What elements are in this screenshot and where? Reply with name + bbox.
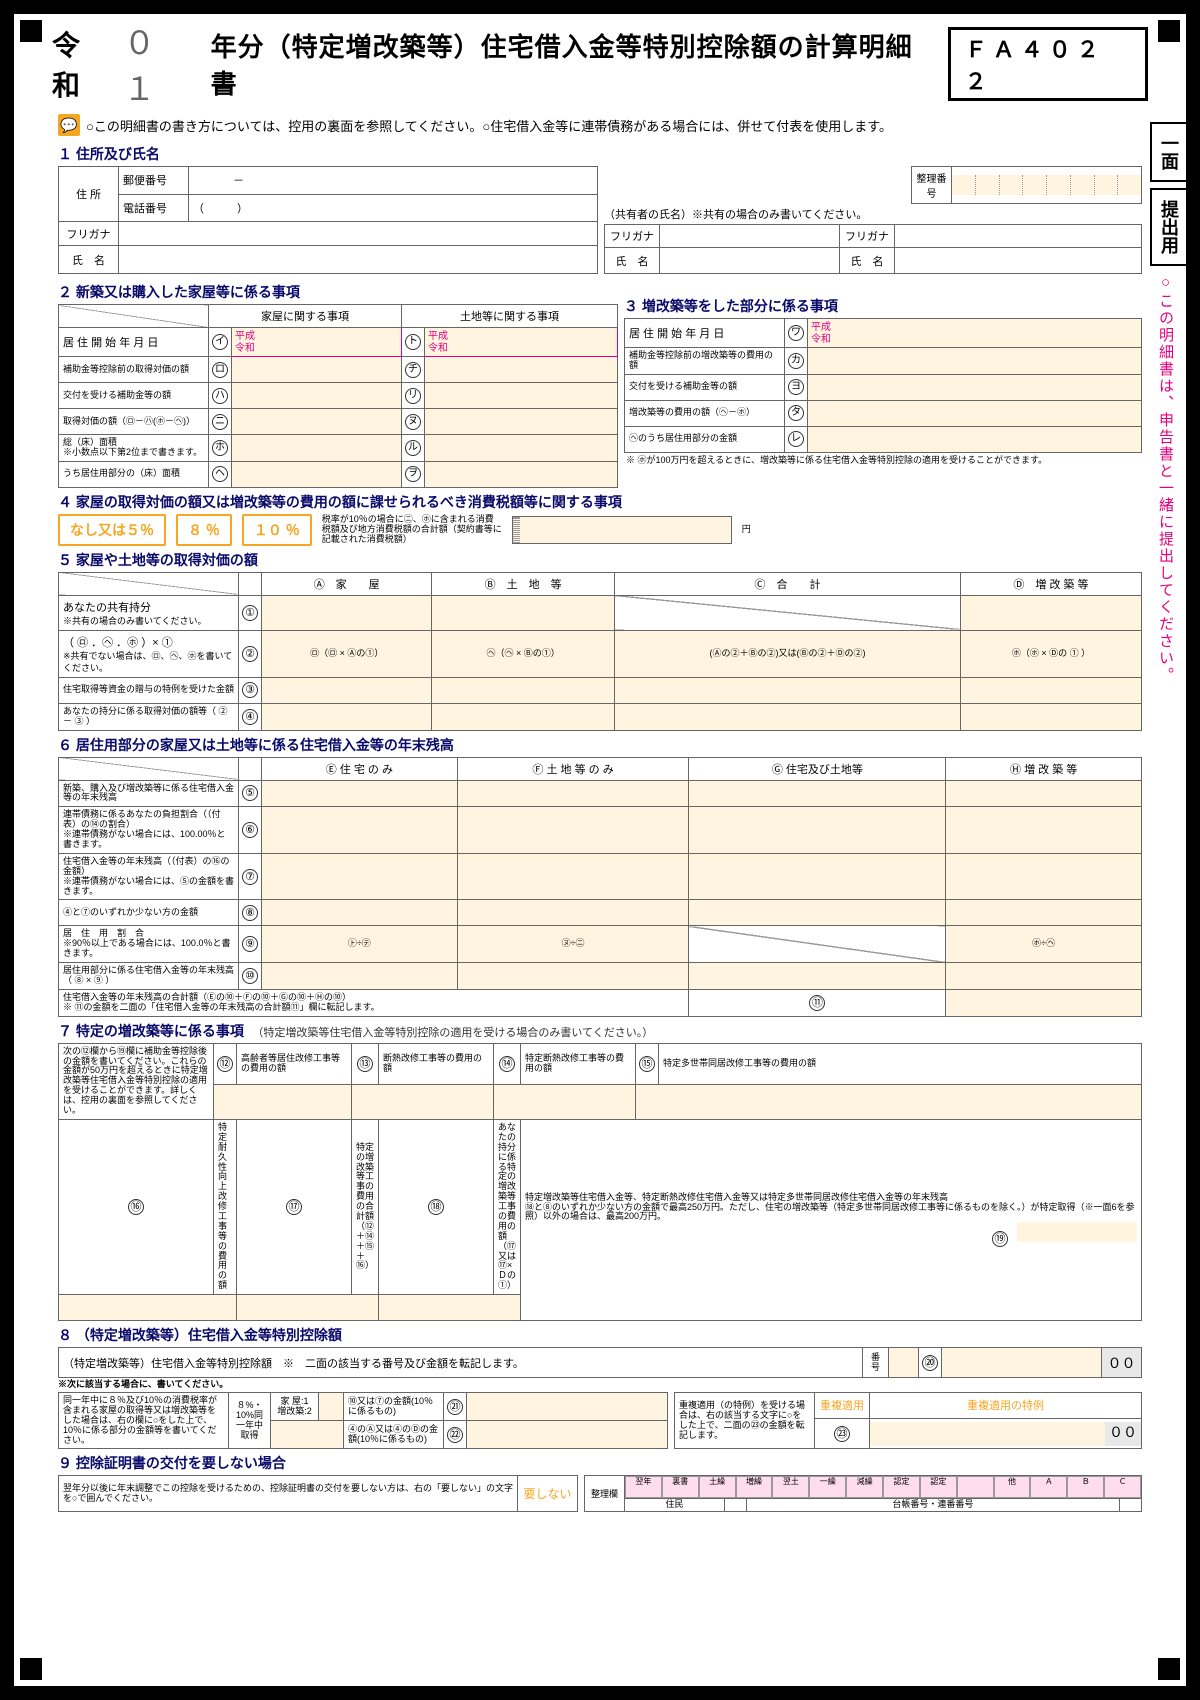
seiri-col: 認定 <box>920 1476 957 1498</box>
seiri-col: 認定 <box>883 1476 920 1498</box>
seiri-col: Ａ <box>1030 1476 1067 1498</box>
sec2-title: ２ 新築又は購入した家屋等に係る事項 <box>58 282 618 302</box>
not-required-btn[interactable]: 要しない <box>518 1476 578 1512</box>
seiri-col: 翌土 <box>772 1476 809 1498</box>
sec1-title: １ 住所及び氏名 <box>58 144 1142 164</box>
sec6-title: ６ 居住用部分の家屋又は土地等に係る住宅借入金等の年末残高 <box>58 735 1142 755</box>
furigana-label: フリガナ <box>59 222 119 246</box>
seiri-col <box>957 1476 994 1498</box>
form-title: 年分（特定増改築等）住宅借入金等特別控除額の計算明細書 <box>211 27 932 101</box>
sec4-note: 税率が10％の場合に㋥、㋭に含まれる消費税額及び地方消費税額の合計額（契約書等に… <box>322 515 502 545</box>
sec8-main: （特定増改築等）住宅借入金等特別控除額 ※ 二面の該当する番号及び金額を転記しま… <box>58 1347 1142 1378</box>
tax-opt-10[interactable]: １０ ％ <box>242 514 312 546</box>
seiri-cells[interactable] <box>952 167 1142 204</box>
tel-field[interactable]: （ ） <box>189 194 598 222</box>
postal-field[interactable]: － <box>189 167 598 195</box>
form-header: 令和 ０１ 年分（特定増改築等）住宅借入金等特別控除額の計算明細書 ＦＡ４０２２ <box>22 18 1178 110</box>
seiri-col: Ｃ <box>1104 1476 1141 1498</box>
sec8-left-table: 同一年中に８％及び10％の消費税率が含まれる家屋の取得等又は増改築等をした場合は… <box>58 1392 668 1449</box>
seiri-label: 整理番号 <box>912 167 952 204</box>
sec5-table: Ⓐ 家 屋 Ⓑ 土 地 等 Ⓒ 合 計 Ⓓ 増 改 築 等 あなたの共有持分※共… <box>58 572 1142 731</box>
fixed-zero: ００ <box>1102 1348 1142 1378</box>
sec3-title: ３ 増改築等をした部分に係る事項 <box>624 296 1142 316</box>
sec8-title: ８ （特定増改築等）住宅借入金等特別控除額 <box>58 1325 1142 1345</box>
seiri-col: Ｂ <box>1067 1476 1104 1498</box>
form-code: ＦＡ４０２２ <box>948 27 1148 101</box>
seiri-table: 整理番号 <box>911 166 1142 204</box>
coowner-table: フリガナフリガナ 氏 名氏 名 <box>604 224 1142 274</box>
era: 令和 <box>52 24 107 104</box>
name-field[interactable] <box>119 246 598 274</box>
tel-label: 電話番号 <box>119 194 189 222</box>
seiri-col: 翌年 <box>625 1476 662 1498</box>
sec3-table: 居 住 開 始 年 月 日ワ平成令和 補助金等控除前の増改築等の費用の額カ 交付… <box>624 318 1142 453</box>
seiri-col: 一繰 <box>809 1476 846 1498</box>
dup-apply[interactable]: 重複適用 <box>815 1392 870 1418</box>
seiri-col: 増繰 <box>736 1476 773 1498</box>
sec9-title: ９ 控除証明書の交付を要しない場合 <box>58 1453 1142 1473</box>
sec1-address-table: 住 所 郵便番号 － 電話番号 （ ） フリガナ 氏 名 <box>58 166 598 274</box>
seiri-col: 他 <box>994 1476 1031 1498</box>
seiri-col: 減繰 <box>846 1476 883 1498</box>
tax-opt-5[interactable]: なし又は５％ <box>58 514 166 546</box>
dup-special[interactable]: 重複適用の特例 <box>870 1392 1142 1418</box>
addr-label: 住 所 <box>59 167 119 222</box>
sec5-title: ５ 家屋や土地等の取得対価の額 <box>58 550 1142 570</box>
sec9-left: 翌年分以後に年末調整でこの控除を受けるための、控除証明書の交付を要しない方は、右… <box>58 1475 578 1512</box>
instruction-text: ○この明細書の書き方については、控用の裏面を参照してください。○住宅借入金等に連… <box>86 116 892 135</box>
name-label: 氏 名 <box>59 246 119 274</box>
sec3-note: ※ ㋭が100万円を超えるときに、増改築等に係る住宅借入金等特別控除の適用を受け… <box>624 453 1142 469</box>
seiri-col: 裏書 <box>662 1476 699 1498</box>
coowner-note: （共有者の氏名）※共有の場合のみ書いてください。 <box>604 204 1142 224</box>
sec8-note: ※次に該当する場合に、書いてください。 <box>58 1378 1142 1392</box>
tax-opt-8[interactable]: ８ ％ <box>176 514 232 546</box>
sec4-title: ４ 家屋の取得対価の額又は増改築等の費用の額に課せられるべき消費税額等に関する事… <box>58 492 1142 512</box>
sec4-amount[interactable] <box>512 516 732 544</box>
sec9-right: 整理欄 翌年裏書土繰増繰翌土一繰減繰認定認定他ＡＢＣ 住民 台帳番号・連番番号 <box>584 1475 1142 1512</box>
sec6-table: Ⓔ 住 宅 の み Ⓕ 土 地 等 の み Ⓖ 住宅及び土地等 Ⓗ 増 改 築 … <box>58 757 1142 1017</box>
seiri-col: 土繰 <box>699 1476 736 1498</box>
furigana-field[interactable] <box>119 222 598 246</box>
sec7-title: ７ 特定の増改築等に係る事項 （特定増改築等住宅借入金等特別控除の適用を受ける場… <box>58 1021 1142 1041</box>
instruction-row: 💬 ○この明細書の書き方については、控用の裏面を参照してください。○住宅借入金等… <box>22 110 1178 140</box>
sec2-table: 家屋に関する事項土地等に関する事項 居 住 開 始 年 月 日イ平成令和ト平成令… <box>58 304 618 488</box>
year: ０１ <box>123 18 194 110</box>
sec7-table: 次の⑫欄から⑲欄に補助金等控除後の金額を書いてください。これらの金額が50万円を… <box>58 1043 1142 1321</box>
postal-label: 郵便番号 <box>119 167 189 195</box>
sec8-right-table: 重複適用（の特例）を受ける場合は、右の該当する文字に○をした上で、二面の㉓の金額… <box>674 1392 1142 1449</box>
chat-icon: 💬 <box>58 114 80 136</box>
sec4-row: なし又は５％ ８ ％ １０ ％ 税率が10％の場合に㋥、㋭に含まれる消費税額及び… <box>58 514 1142 546</box>
